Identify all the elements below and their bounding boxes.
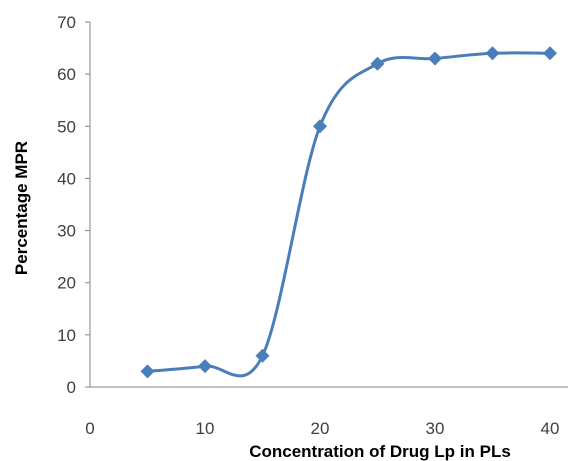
- y-tick-label: 10: [57, 326, 76, 345]
- series: [140, 46, 557, 379]
- data-point-marker: [198, 359, 212, 374]
- y-tick-label: 0: [67, 378, 76, 397]
- y-tick-label: 20: [57, 274, 76, 293]
- y-axis-title: Percentage MPR: [12, 141, 31, 275]
- data-point-marker: [370, 56, 385, 71]
- x-axis-title: Concentration of Drug Lp in PLs: [249, 442, 511, 461]
- y-tick-label: 50: [57, 117, 76, 136]
- x-tick-labels: 0 10 20 30 40: [85, 419, 559, 438]
- y-tick-label: 60: [57, 65, 76, 84]
- data-point-marker: [485, 46, 500, 61]
- y-tick-label: 30: [57, 222, 76, 241]
- x-tick-label: 30: [426, 419, 445, 438]
- data-point-marker: [428, 51, 442, 66]
- x-tick-label: 40: [541, 419, 560, 438]
- y-tick-label: 70: [57, 13, 76, 32]
- data-point-marker: [255, 348, 270, 363]
- x-tick-label: 10: [196, 419, 215, 438]
- y-tick-label: 40: [57, 169, 76, 188]
- y-tick-labels: 0 10 20 30 40 50 60 70: [57, 13, 90, 397]
- data-point-marker: [140, 364, 155, 379]
- data-point-marker: [543, 46, 557, 61]
- x-tick-label: 0: [85, 419, 94, 438]
- data-point-marker: [313, 119, 327, 134]
- x-tick-label: 20: [311, 419, 330, 438]
- series-markers: [140, 46, 557, 379]
- series-line: [146, 51, 552, 378]
